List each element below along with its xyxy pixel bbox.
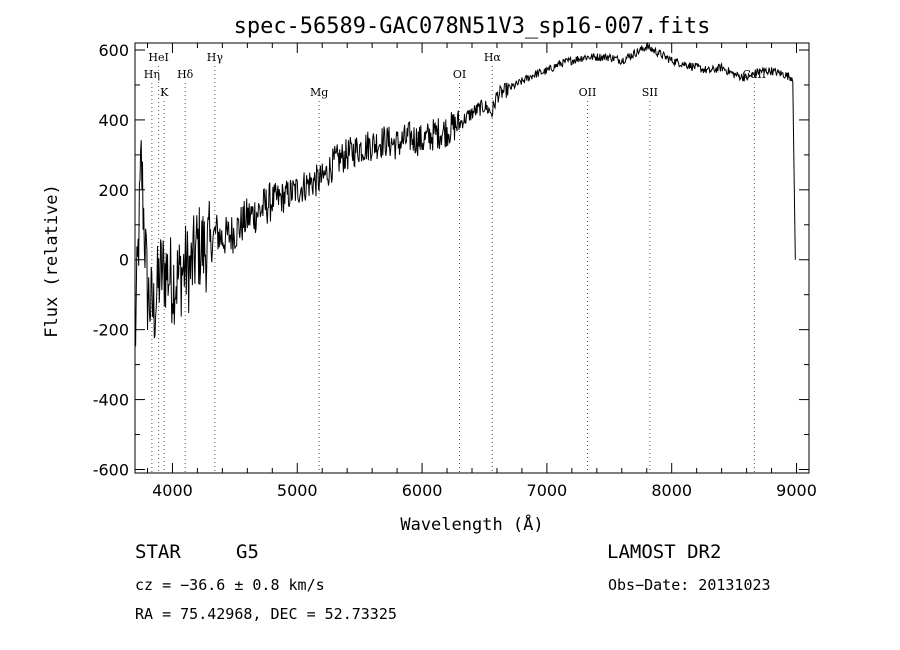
spectral-line-label: OII xyxy=(579,86,597,99)
object-subclass: G5 xyxy=(236,541,259,563)
coordinates: RA = 75.42968, DEC = 52.73325 xyxy=(135,605,397,623)
y-tick-label: 200 xyxy=(98,181,129,200)
x-tick-label: 7000 xyxy=(527,481,568,500)
y-tick-label: 600 xyxy=(98,41,129,60)
spectrum-trace xyxy=(134,41,796,347)
y-tick-label: -200 xyxy=(93,321,129,340)
spectral-line-label: SII xyxy=(642,86,658,99)
spectral-line-label: Mg xyxy=(310,86,328,99)
y-tick-label: -600 xyxy=(93,461,129,480)
spectral-line-label: Hδ xyxy=(177,68,194,81)
spectral-line-label: Hγ xyxy=(207,51,224,64)
spectral-line-label: Hη xyxy=(144,68,160,81)
redshift-cz: cz = −36.6 ± 0.8 km/s xyxy=(135,576,325,594)
chart-title: spec-56589-GAC078N51V3_sp16-007.fits xyxy=(234,14,711,39)
y-tick-label: 400 xyxy=(98,111,129,130)
object-class: STAR xyxy=(135,541,181,563)
obs-date: Obs−Date: 20131023 xyxy=(608,576,771,594)
y-tick-label: 0 xyxy=(119,251,129,270)
spectral-line-label: OI xyxy=(453,68,466,81)
x-axis-label: Wavelength (Å) xyxy=(400,513,543,535)
y-axis-label: Flux (relative) xyxy=(42,184,62,338)
spectral-line-label: K xyxy=(160,86,169,99)
x-tick-label: 4000 xyxy=(152,481,193,500)
y-tick-label: -400 xyxy=(93,391,129,410)
plot-frame xyxy=(134,42,810,474)
x-tick-label: 5000 xyxy=(277,481,318,500)
spectral-line-label: Hα xyxy=(484,51,502,64)
x-tick-label: 6000 xyxy=(402,481,443,500)
x-tick-label: 9000 xyxy=(776,481,817,500)
survey-name: LAMOST DR2 xyxy=(607,541,722,563)
spectral-line-label: HeI xyxy=(148,51,168,64)
x-tick-label: 8000 xyxy=(651,481,692,500)
